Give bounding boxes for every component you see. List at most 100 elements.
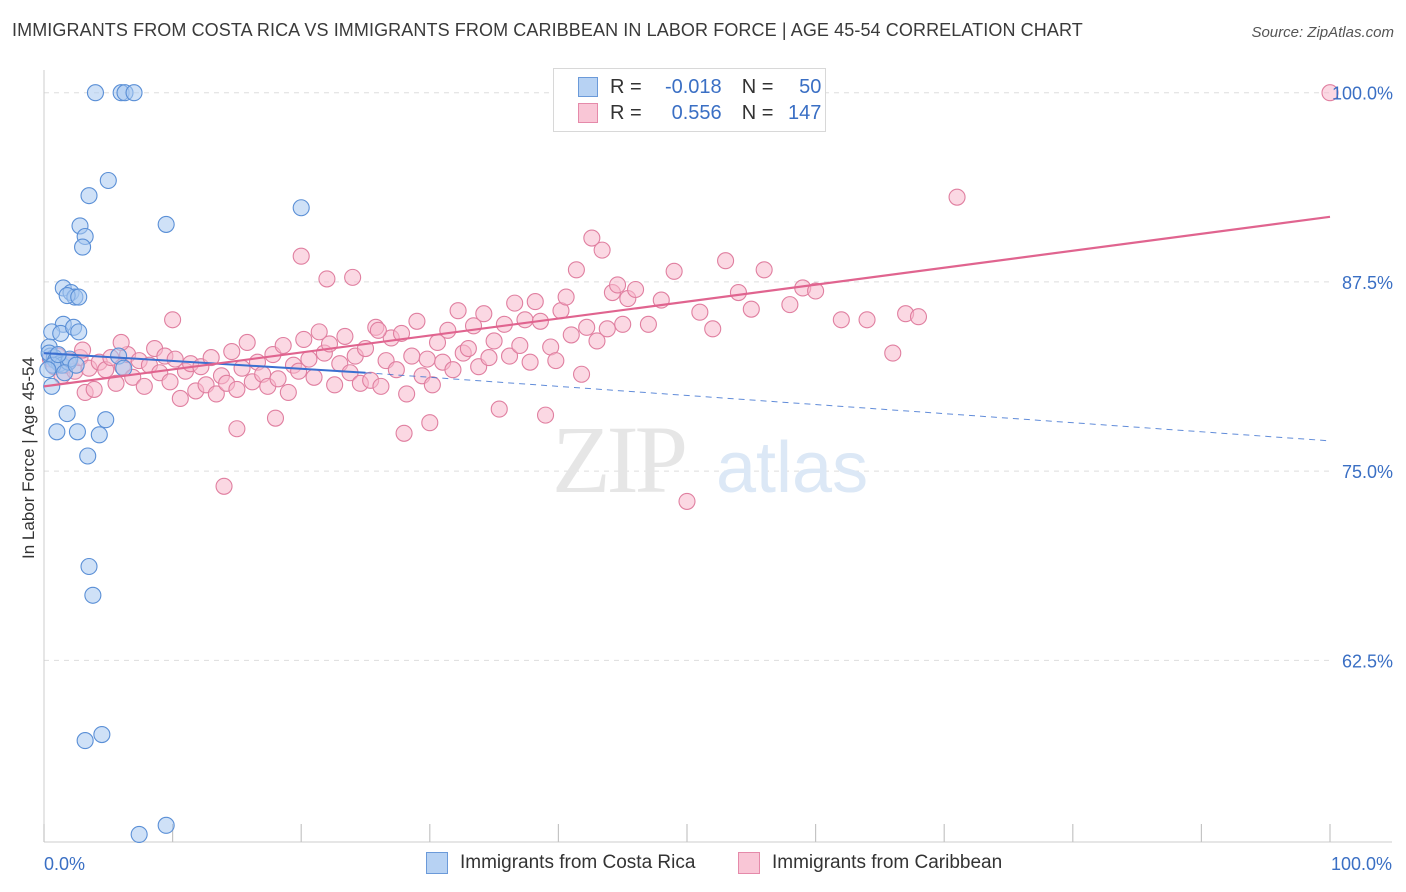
caribbean-point [418, 350, 436, 368]
caribbean-point [215, 477, 233, 495]
costa-rica-point [93, 725, 111, 744]
costa-rica-point [80, 557, 98, 576]
caribbean-point [547, 352, 565, 370]
caribbean-point [387, 361, 405, 379]
caribbean-point [228, 380, 246, 398]
bottom-legend-swatch-blue [426, 852, 448, 874]
caribbean-point [583, 229, 601, 247]
costa-rica-point [58, 405, 76, 423]
caribbean-point [704, 320, 722, 338]
caribbean-point [729, 283, 747, 302]
chart-title: IMMIGRANTS FROM COSTA RICA VS IMMIGRANTS… [12, 20, 1083, 40]
caribbean-point [398, 385, 416, 403]
caribbean-point [372, 377, 390, 395]
costa-rica-trend-line [43, 352, 366, 374]
caribbean-trend-line [43, 215, 1331, 388]
caribbean-point [439, 321, 457, 339]
caribbean-point [421, 414, 439, 432]
caribbean-point [459, 339, 477, 358]
caribbean-point [318, 270, 336, 288]
bottom-legend-swatch-pink [738, 852, 760, 874]
legend-r-label: R = [610, 75, 642, 98]
legend-n-label: N = [741, 75, 774, 98]
y-tick-label: 87.5% [1342, 273, 1393, 293]
caribbean-point [223, 343, 241, 361]
caribbean-point [678, 492, 696, 510]
legend-n-value: 50 [799, 75, 822, 98]
caribbean-point [536, 406, 555, 424]
series-costa-rica-points [39, 84, 310, 843]
caribbean-point [1321, 84, 1339, 102]
costa-rica-trend-extension [365, 372, 1331, 442]
caribbean-point [526, 293, 544, 311]
caribbean-point [164, 311, 182, 329]
caribbean-point [609, 276, 627, 294]
caribbean-point [578, 318, 596, 336]
caribbean-point [781, 296, 799, 314]
caribbean-point [717, 252, 735, 270]
costa-rica-point [70, 323, 88, 341]
watermark-zip: ZIP [552, 406, 685, 513]
costa-rica-point [99, 171, 117, 190]
caribbean-point [107, 374, 125, 392]
legend-r-value: -0.018 [664, 75, 722, 98]
caribbean-point [562, 326, 580, 344]
caribbean-point [279, 383, 297, 401]
caribbean-point [511, 336, 529, 355]
legend-box: R = -0.018 N = 50 R = 0.556 N = 147 [553, 68, 826, 132]
series-caribbean-points [41, 84, 1339, 510]
y-tick-label: 62.5% [1342, 651, 1393, 671]
caribbean-point [567, 261, 585, 279]
caribbean-point [948, 188, 966, 206]
caribbean-point [598, 320, 616, 338]
caribbean-point [832, 311, 850, 329]
legend-swatch-pink [578, 103, 598, 123]
costa-rica-point [292, 199, 310, 217]
caribbean-point [369, 321, 387, 339]
costa-rica-point [157, 215, 175, 233]
caribbean-point [290, 362, 308, 380]
source-label: Source: ZipAtlas.com [1251, 24, 1394, 41]
caribbean-point [506, 294, 524, 312]
caribbean-point [166, 350, 184, 368]
costa-rica-point [125, 84, 143, 102]
caribbean-point [228, 420, 246, 438]
caribbean-point [485, 332, 503, 350]
bottom-legend-label: Immigrants from Costa Rica [460, 852, 696, 873]
costa-rica-point [70, 288, 88, 306]
caribbean-point [858, 311, 876, 329]
caribbean-point [202, 349, 220, 367]
costa-rica-point [68, 423, 86, 441]
y-tick-label: 75.0% [1342, 462, 1393, 482]
caribbean-point [74, 341, 92, 359]
legend-swatch-blue [578, 77, 598, 97]
costa-rica-point [86, 84, 104, 102]
caribbean-point [593, 241, 611, 259]
y-tick-labels: 62.5% 75.0% 87.5% 100.0% [1332, 84, 1393, 672]
grid-lines [44, 92, 1330, 661]
caribbean-point [408, 312, 426, 330]
caribbean-point [572, 365, 591, 383]
caribbean-point [521, 353, 539, 371]
bottom-legend-caribbean: Immigrants from Caribbean [738, 852, 1002, 874]
trend-lines [43, 215, 1331, 442]
caribbean-point [171, 389, 189, 408]
caribbean-point [310, 323, 328, 341]
costa-rica-point [115, 359, 133, 377]
caribbean-point [475, 305, 493, 323]
x-tick-label-min: 0.0% [44, 854, 85, 874]
caribbean-point [85, 380, 103, 398]
caribbean-point [449, 302, 467, 320]
caribbean-point [423, 376, 441, 394]
costa-rica-point [157, 816, 175, 834]
axes [43, 70, 1392, 843]
caribbean-point [742, 300, 760, 318]
caribbean-point [238, 333, 256, 352]
caribbean-point [292, 247, 310, 265]
caribbean-point [614, 315, 632, 333]
y-tick-label: 100.0% [1332, 84, 1393, 104]
caribbean-point [807, 282, 825, 300]
costa-rica-point [67, 356, 85, 374]
bottom-legend-costa-rica: Immigrants from Costa Rica [426, 852, 695, 874]
costa-rica-point [76, 732, 94, 750]
